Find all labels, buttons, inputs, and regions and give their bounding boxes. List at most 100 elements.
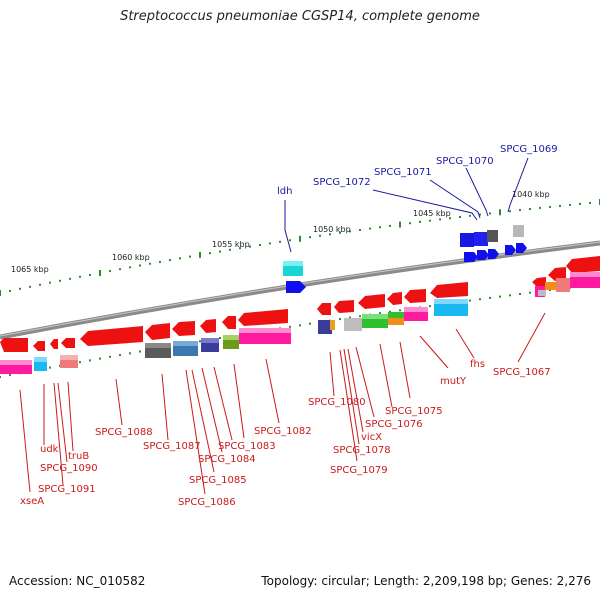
forward-leaders [284,157,529,253]
gene-arrow-reverse[interactable] [200,319,216,333]
gene-arrow-reverse[interactable] [50,339,58,349]
gene-arrow-reverse[interactable] [222,316,236,329]
gene-label[interactable]: SPCG_1075 [385,406,443,417]
scale-tick [529,291,531,294]
gene-arrow-forward[interactable] [477,250,489,260]
scale-tick [209,252,211,255]
scale-tick [469,299,471,302]
scale-tick [229,248,231,251]
gene-arrow-reverse[interactable] [172,321,195,336]
gene-label[interactable]: SPCG_1080 [308,397,366,408]
gene-arrow-reverse[interactable] [566,256,600,273]
gene-arrow-reverse[interactable] [145,323,170,340]
scale-tick [39,283,41,286]
gene-label[interactable]: udk [40,444,59,455]
scale-tick [129,352,131,355]
scale-tick [429,305,431,308]
scale-tick [469,214,471,217]
scale-tick [439,218,441,221]
genome-stats-text: Topology: circular; Length: 2,209,198 bp… [261,574,591,588]
gene-arrow-reverse[interactable] [404,289,426,303]
scale-tick [359,229,361,231]
scale-tick [129,266,131,269]
scale-tick [59,279,61,282]
gene-label[interactable]: SPCG_1086 [178,497,236,508]
scale-tick [459,216,461,218]
gene-label[interactable]: xseA [20,496,44,507]
gene-arrow-reverse[interactable] [80,326,143,346]
gene-label[interactable]: SPCG_1069 [500,144,558,155]
gene-color-box [474,232,488,246]
scale-tick [509,294,511,297]
gene-label[interactable]: SPCG_1083 [218,441,276,452]
gene-arrow-forward[interactable] [464,252,478,262]
scale-tick [429,219,431,222]
gene-label[interactable]: SPCG_1082 [254,426,312,437]
gene-label[interactable]: vicX [361,432,382,443]
gene-arrow-forward[interactable] [516,243,527,253]
gene-label[interactable]: SPCG_1067 [493,367,551,378]
scale-tick [109,270,111,273]
scale-tick [579,202,581,205]
gene-label[interactable]: SPCG_1072 [313,177,371,188]
gene-label[interactable]: ldh [277,186,292,197]
gene-label[interactable]: SPCG_1091 [38,484,96,495]
gene-label[interactable]: truB [68,451,89,462]
scale-tick [279,240,281,243]
map-title: Streptococcus pneumoniae CGSP14, complet… [120,9,480,24]
gene-arrow-forward[interactable] [488,249,499,259]
gene-label[interactable]: SPCG_1090 [40,463,98,474]
gene-label[interactable]: fhs [470,359,485,370]
gene-label[interactable]: SPCG_1084 [198,454,256,465]
gene-arrow-reverse[interactable] [61,338,75,348]
scale-tick [549,205,551,208]
gene-arrow-reverse[interactable] [0,338,28,352]
gene-arrow-reverse[interactable] [33,341,45,351]
scale-tick [369,227,371,230]
gene-arrow-reverse[interactable] [430,282,468,298]
gene-arrow-reverse[interactable] [532,277,546,287]
gene-arrow-reverse[interactable] [238,309,288,326]
gene-label[interactable]: SPCG_1071 [374,167,432,178]
gene-label[interactable]: SPCG_1076 [365,419,423,430]
scale-tick [489,296,491,299]
scale-tick [349,230,351,233]
scale-tick [379,226,381,229]
gene-label[interactable]: SPCG_1070 [436,156,494,167]
scale-tick [149,262,151,265]
scale-tick [299,324,301,327]
gene-label[interactable]: SPCG_1078 [333,445,391,456]
scale-tick [199,340,201,343]
scale-tick [549,289,551,292]
scale-tick [139,350,141,353]
gene-arrow-reverse[interactable] [334,300,354,313]
gene-label[interactable]: SPCG_1087 [143,441,201,452]
scale-tick [189,255,191,258]
gene-arrow-reverse[interactable] [387,292,402,305]
gene-arrow-forward[interactable] [505,245,516,255]
gene-arrow-forward[interactable] [286,281,306,293]
scale-tick [179,257,181,260]
scale-tick [399,309,401,312]
gene-arrow-reverse[interactable] [548,267,566,281]
scale-tick [239,247,241,250]
gene-arrow-reverse[interactable] [358,294,385,309]
scale-tick [9,374,11,377]
kbp-label: 1060 kbp [112,253,150,262]
scale-tick [89,273,91,276]
accession-text: Accession: NC_010582 [9,574,146,588]
scale-tick [249,245,251,248]
scale-tick [519,209,521,212]
gene-arrow-reverse[interactable] [317,303,331,315]
scale-tick [379,312,381,315]
reverse-color-boxes [0,272,600,374]
gene-label[interactable]: SPCG_1088 [95,427,153,438]
scale-tick [289,239,291,242]
scale-tick [99,270,101,276]
scale-tick [509,210,511,213]
gene-label[interactable]: SPCG_1079 [330,465,388,476]
gene-label[interactable]: mutY [440,376,467,387]
gene-label[interactable]: SPCG_1085 [189,475,247,486]
reverse-leaders [19,312,546,495]
scale-tick [49,366,51,369]
